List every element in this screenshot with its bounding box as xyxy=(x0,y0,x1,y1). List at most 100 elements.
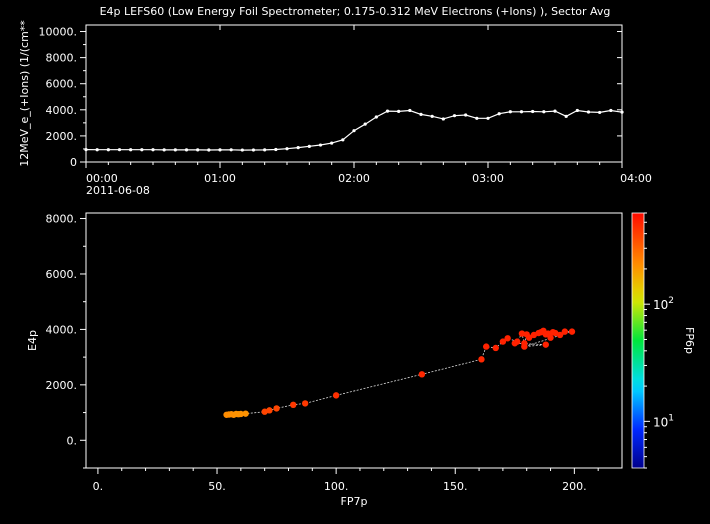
top-data-point xyxy=(397,109,401,113)
scatter-point xyxy=(499,338,507,345)
top-data-point xyxy=(140,148,144,152)
top-data-point xyxy=(575,108,579,113)
top-xtick-label: 03:00 xyxy=(472,172,504,185)
top-data-point xyxy=(196,148,200,152)
scatter-point xyxy=(547,334,554,341)
colorbar xyxy=(631,212,645,469)
top-data-point xyxy=(363,122,367,126)
scatter-point xyxy=(478,356,485,363)
scatter-point xyxy=(568,328,576,335)
scatter-xtick-label: 0. xyxy=(93,480,104,493)
scatter-point xyxy=(521,343,528,350)
scatter-point xyxy=(483,343,490,350)
scatter-xtick-label: 100. xyxy=(324,480,349,493)
scatter-ytick-label: 2000. xyxy=(46,379,78,392)
scatter-point xyxy=(290,401,297,409)
scatter-point xyxy=(561,328,569,335)
top-data-point xyxy=(620,110,624,114)
top-data-point xyxy=(430,114,434,118)
top-data-point xyxy=(318,143,323,147)
scatter-point xyxy=(525,334,533,341)
top-xtick-label: 02:00 xyxy=(338,172,370,185)
top-data-point xyxy=(229,148,233,152)
top-data-point xyxy=(240,148,244,152)
top-data-point xyxy=(385,109,390,113)
scatter-xtick-label: 150. xyxy=(443,480,468,493)
top-data-point xyxy=(84,148,88,152)
chart-title: E4p LEFS60 (Low Energy Foil Spectrometer… xyxy=(99,5,611,18)
top-xtick-label: 01:00 xyxy=(204,172,236,185)
top-data-point xyxy=(341,138,345,142)
scatter-point xyxy=(492,344,499,352)
scatter-connecting-line xyxy=(226,330,573,416)
scatter-point xyxy=(511,340,518,347)
scatter-point xyxy=(542,341,549,348)
top-data-point xyxy=(296,146,300,150)
top-data-point xyxy=(129,148,133,152)
scatter-ytick-label: 0. xyxy=(67,434,78,447)
top-ytick-label: 8000. xyxy=(46,52,78,65)
scatter-point xyxy=(556,331,564,339)
top-data-point xyxy=(330,141,334,145)
colorbar-label: FP6p xyxy=(683,327,696,354)
top-data-point xyxy=(564,114,568,118)
top-data-point xyxy=(207,148,211,152)
scatter-point xyxy=(418,371,426,378)
top-line-chart: 0 2000. 4000. 6000. 8000. 10000. 00:00 01:00 02:… xyxy=(18,20,652,197)
scatter-xtick-label: 200. xyxy=(562,480,587,493)
top-data-point xyxy=(151,148,155,152)
top-data-point xyxy=(184,148,189,152)
top-data-point xyxy=(464,113,468,117)
scatter-point xyxy=(242,410,249,417)
top-data-point xyxy=(586,110,591,114)
top-xtick-label: 04:00 xyxy=(620,172,652,185)
top-data-point xyxy=(117,148,122,152)
top-xtick-label: 00:00 xyxy=(86,172,118,185)
top-ytick-label: 0 xyxy=(70,156,77,169)
top-data-point xyxy=(352,129,356,133)
scatter-point xyxy=(237,410,245,418)
top-data-point xyxy=(519,110,524,114)
top-ytick-label: 10000. xyxy=(39,26,78,39)
scatter-ytick-label: 6000. xyxy=(46,268,78,281)
top-data-point xyxy=(441,117,445,121)
top-data-point xyxy=(553,109,557,113)
top-date-label: 2011-06-08 xyxy=(86,184,150,197)
top-data-point xyxy=(497,112,501,116)
top-data-point xyxy=(218,148,222,152)
top-data-point xyxy=(162,148,166,152)
top-data-point xyxy=(508,110,512,114)
top-data-point xyxy=(263,148,267,152)
scatter-xtick-label: 50. xyxy=(208,480,226,493)
scatter-point xyxy=(518,330,526,337)
top-data-point xyxy=(475,116,479,120)
top-data-point xyxy=(307,144,311,148)
top-data-point xyxy=(408,108,412,113)
scatter-ytick-label: 8000. xyxy=(46,213,78,226)
top-data-point xyxy=(419,112,423,116)
colorbar-tick-label: 101 xyxy=(653,413,674,429)
top-data-point xyxy=(486,116,490,120)
scatter-point xyxy=(504,335,511,342)
scatter-point xyxy=(301,400,309,407)
top-ytick-label: 4000. xyxy=(46,104,78,117)
scatter-point xyxy=(273,405,280,412)
top-data-point xyxy=(609,108,613,113)
top-data-point xyxy=(531,109,535,114)
top-data-point xyxy=(452,114,457,118)
scatter-plot-frame xyxy=(85,212,623,469)
scatter-xlabel: FP7p xyxy=(341,495,368,508)
scatter-ytick-label: 4000. xyxy=(46,323,78,336)
scatter-point xyxy=(266,407,273,414)
top-ylabel: 12MeV_e_(+Ions) (1/(cm** xyxy=(18,20,31,167)
top-data-point xyxy=(95,148,99,152)
top-data-point xyxy=(274,147,278,152)
top-data-point xyxy=(173,148,177,152)
top-data-point xyxy=(106,148,110,152)
top-data-point xyxy=(285,147,289,151)
scatter-ylabel: E4p xyxy=(26,330,39,351)
top-data-point xyxy=(542,110,546,114)
top-data-point xyxy=(598,110,602,115)
top-ytick-label: 6000. xyxy=(46,78,78,91)
